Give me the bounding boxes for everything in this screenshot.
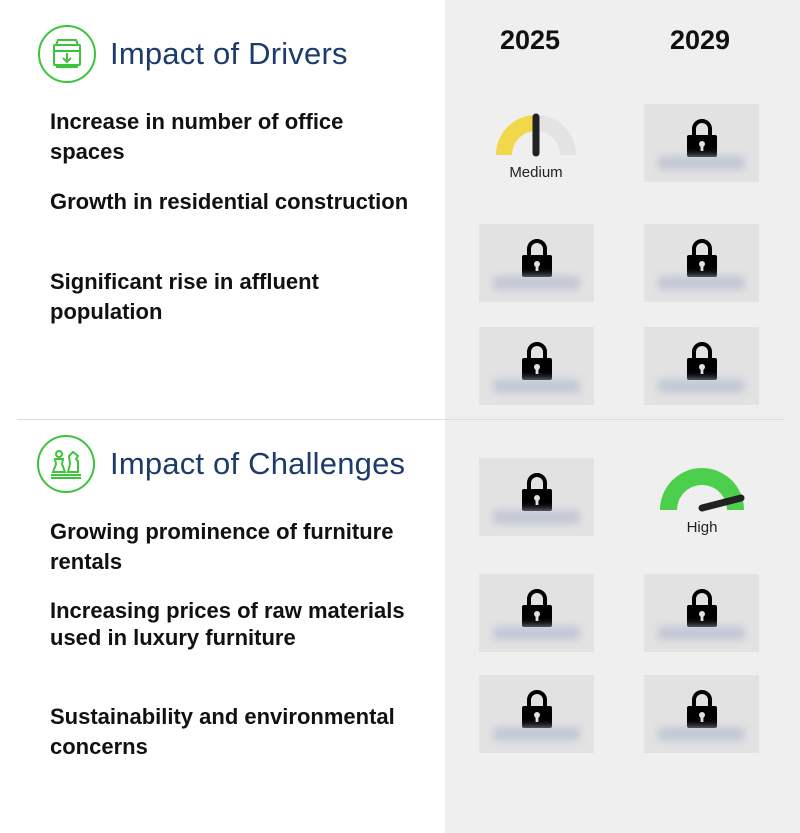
year-header-2029: 2029 [669, 25, 731, 55]
lock-icon [686, 690, 717, 728]
lock-icon [521, 589, 552, 627]
lock-icon [521, 473, 552, 511]
locked-cell[interactable] [644, 104, 759, 182]
gauge-high-dial [660, 468, 745, 512]
gauge-medium-dial [496, 113, 576, 157]
lock-icon [686, 589, 717, 627]
lock-icon [686, 342, 717, 380]
locked-cell[interactable] [479, 574, 594, 652]
gauge-medium-label: Medium [509, 164, 563, 181]
driver-item-3: Significant rise in affluent population [50, 269, 319, 324]
locked-cell[interactable] [479, 675, 594, 753]
locked-cell[interactable] [644, 675, 759, 753]
lock-icon [521, 690, 552, 728]
driver-item-1: Increase in number of office spaces [50, 109, 344, 164]
year-header-2025: 2025 [499, 25, 561, 55]
lock-icon [521, 342, 552, 380]
locked-cell[interactable] [644, 574, 759, 652]
chest-download-icon [38, 25, 96, 83]
locked-cell[interactable] [644, 224, 759, 302]
locked-cell[interactable] [479, 224, 594, 302]
gauge-medium: Medium [481, 113, 591, 181]
drivers-title: Impact of Drivers [110, 36, 348, 71]
gauge-high-label: High [686, 519, 718, 536]
chess-pieces-icon [37, 435, 95, 493]
driver-item-2: Growth in residential construction [50, 189, 409, 214]
lock-icon [686, 239, 717, 277]
challenges-title: Impact of Challenges [110, 446, 406, 481]
lock-icon [686, 119, 717, 157]
challenge-item-3: Sustainability and environmental concern… [50, 704, 395, 759]
locked-cell[interactable] [479, 458, 594, 536]
locked-cell[interactable] [644, 327, 759, 405]
gauge-high: High [647, 466, 757, 536]
challenge-item-2: Increasing prices of raw materials used … [50, 598, 405, 650]
locked-cell[interactable] [479, 327, 594, 405]
challenge-item-1: Growing prominence of furniture rentals [50, 519, 394, 574]
lock-icon [521, 239, 552, 277]
section-divider [17, 419, 785, 420]
